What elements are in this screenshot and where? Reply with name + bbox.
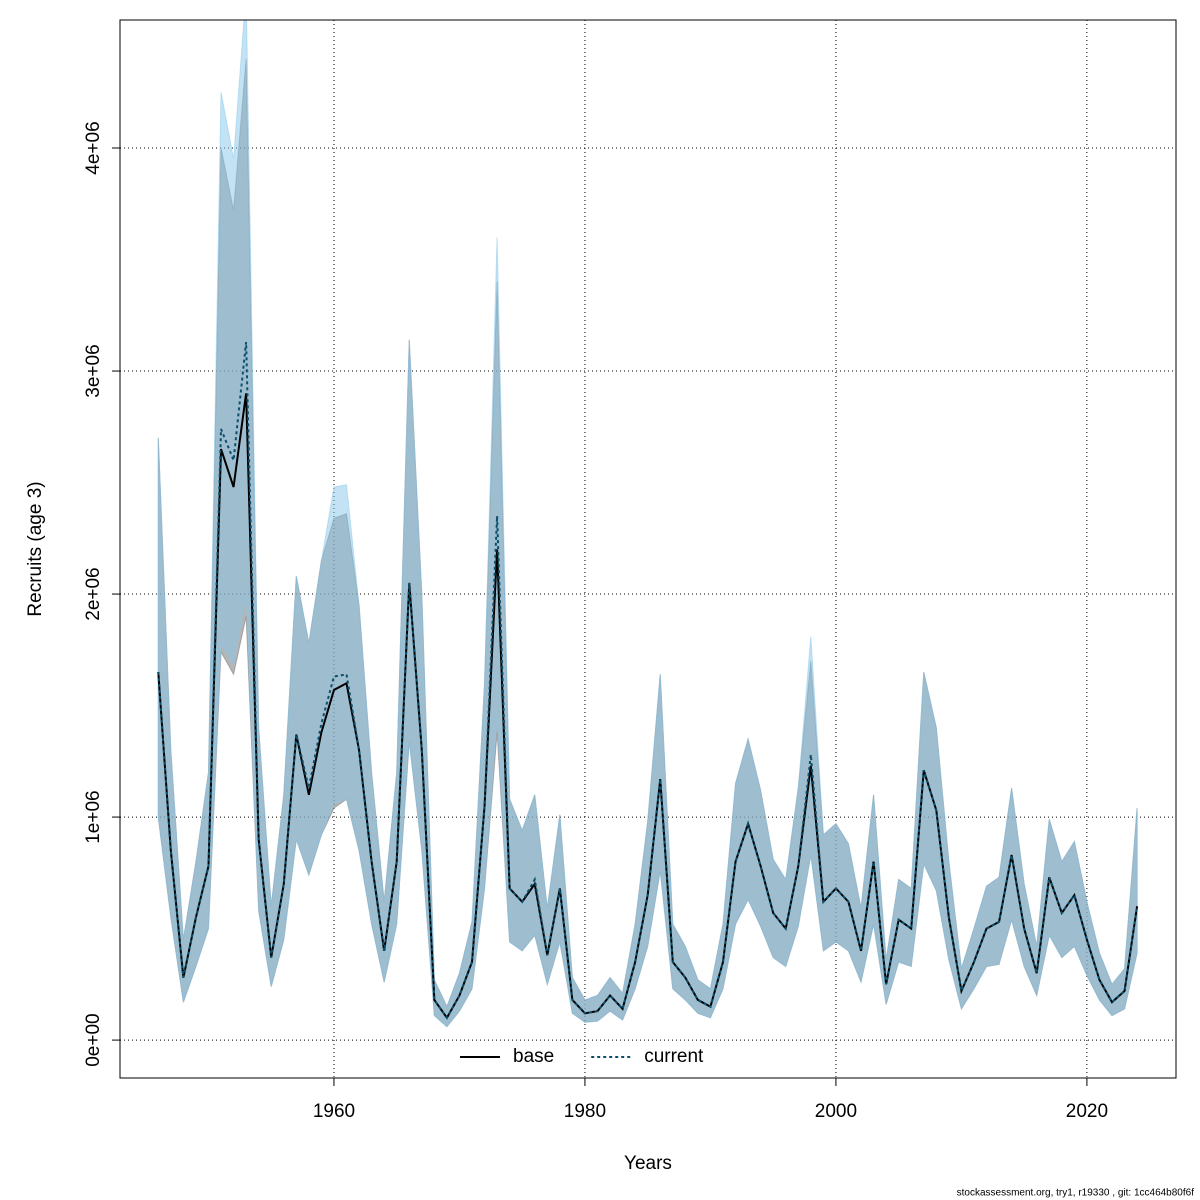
- footnote: stockassessment.org, try1, r19330 , git:…: [957, 1188, 1195, 1199]
- y-tick-label: 3e+06: [83, 344, 104, 397]
- x-tick-label: 1960: [313, 1101, 355, 1122]
- legend-label: base: [513, 1046, 554, 1067]
- y-axis-label: Recruits (age 3): [25, 481, 46, 616]
- y-tick-label: 4e+06: [83, 121, 104, 174]
- plot-frame: [119, 19, 1177, 1079]
- confidence-band: [157, 20, 1138, 1028]
- series-line: [157, 341, 1139, 1020]
- x-tick-label: 1980: [564, 1101, 606, 1122]
- y-tick-label: 2e+06: [83, 567, 104, 620]
- legend-label: current: [644, 1046, 704, 1067]
- x-tick-label: 2000: [815, 1101, 857, 1122]
- x-axis-label: Years: [624, 1153, 672, 1174]
- y-tick-label: 1e+06: [83, 790, 104, 843]
- x-tick-label: 2020: [1066, 1101, 1108, 1122]
- y-tick-label: 0e+00: [83, 1013, 104, 1066]
